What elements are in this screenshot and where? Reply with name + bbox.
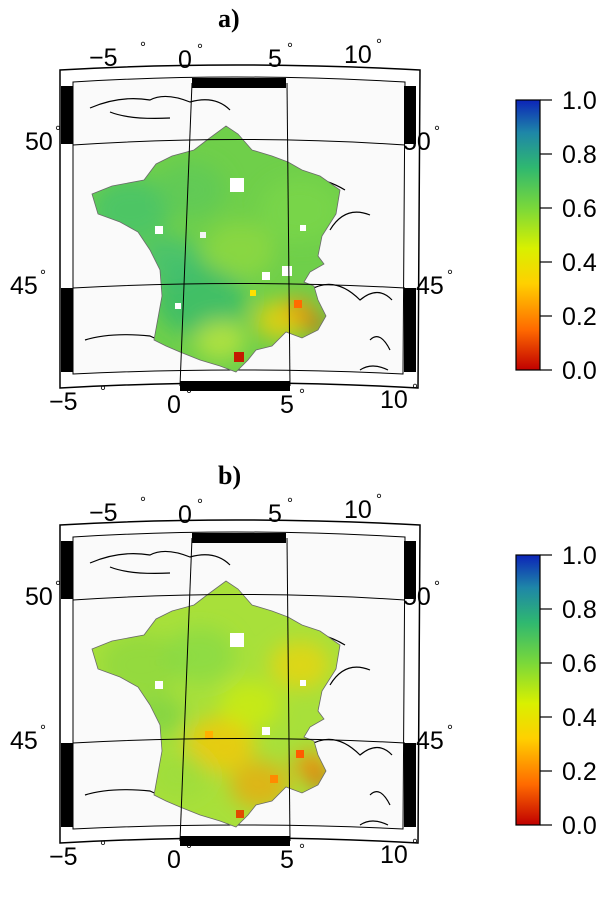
frame-segment [192, 533, 286, 543]
lon-labels-bottom: −5 ° 0 ° 5 ° 10 ° [49, 381, 418, 419]
svg-text:°: ° [376, 491, 382, 508]
svg-text:°: ° [140, 39, 146, 56]
frame-segment [180, 836, 290, 846]
lon-label: 10 [380, 386, 408, 414]
colorbar-tick-label: 0.8 [562, 141, 597, 169]
colorbar-tick-label: 0.2 [562, 758, 597, 786]
svg-text:°: ° [186, 386, 192, 403]
frame-segment [404, 288, 416, 372]
lon-labels-top: −5 ° 0 ° 5 ° 10 ° [89, 36, 382, 74]
lat-label: 45 [416, 272, 444, 300]
lon-label: −5 [49, 388, 78, 416]
svg-text:°: ° [100, 838, 106, 855]
colorbar-tick-label: 0.6 [562, 650, 597, 678]
colorbar-tick-label: 0.8 [562, 596, 597, 624]
panel-b: b) [10, 461, 597, 874]
lon-label: 0 [167, 391, 181, 419]
lon-label: 0 [178, 46, 192, 74]
france-field [91, 580, 341, 828]
colorbar-tick-label: 0.4 [562, 704, 597, 732]
colorbar: 1.0 0.8 0.6 0.4 0.2 0.0 [515, 542, 597, 840]
svg-text:°: ° [299, 841, 305, 858]
lon-label: 0 [167, 846, 181, 874]
frame-segment [61, 541, 73, 599]
lat-labels-left: 50 ° 45 ° [10, 578, 61, 755]
svg-text:°: ° [376, 36, 382, 53]
panel-label: a) [218, 4, 240, 33]
colorbar-tick-label: 1.0 [562, 542, 597, 570]
svg-text:°: ° [100, 383, 106, 400]
panel-label: b) [218, 461, 241, 490]
colorbar-tick-label: 0.0 [562, 812, 597, 840]
svg-text:°: ° [287, 40, 293, 57]
lon-labels-top: −5 ° 0 ° 5 ° 10 ° [89, 491, 382, 529]
frame-segment [61, 743, 73, 827]
frame-segment [404, 541, 416, 599]
lon-label: 5 [268, 500, 282, 528]
lat-label: 50 [403, 583, 431, 611]
lat-label: 50 [25, 583, 53, 611]
svg-text:°: ° [197, 41, 203, 58]
frame-segment [404, 86, 416, 144]
lat-labels-right: 50 ° 45 ° [403, 578, 453, 755]
lon-label: 10 [344, 496, 372, 524]
colorbar-tick-label: 0.2 [562, 303, 597, 331]
frame-segment [61, 288, 73, 372]
svg-text:°: ° [434, 123, 440, 140]
svg-text:°: ° [434, 578, 440, 595]
svg-text:°: ° [197, 496, 203, 513]
coastlines [84, 550, 393, 826]
lon-label: −5 [89, 499, 118, 527]
colorbar-tick-label: 1.0 [562, 87, 597, 115]
colorbar-tick-label: 0.0 [562, 357, 597, 385]
svg-text:°: ° [412, 836, 418, 853]
frame-segment [180, 381, 290, 391]
svg-text:°: ° [40, 267, 46, 284]
colorbar-tick-label: 0.6 [562, 195, 597, 223]
graticule [72, 82, 406, 387]
lat-label: 45 [10, 727, 38, 755]
lat-labels-right: 50 ° 45 ° [403, 123, 453, 300]
panel-a: a) [10, 4, 597, 419]
frame-segment [192, 78, 286, 88]
lat-label: 45 [10, 272, 38, 300]
svg-text:°: ° [140, 494, 146, 511]
lon-label: 5 [268, 45, 282, 73]
lon-label: 0 [178, 501, 192, 529]
lat-labels-left: 50 ° 45 ° [10, 123, 61, 300]
svg-text:°: ° [186, 841, 192, 858]
svg-text:°: ° [55, 123, 61, 140]
lon-labels-bottom: −5 ° 0 ° 5 ° 10 ° [49, 836, 418, 874]
svg-text:°: ° [55, 578, 61, 595]
lat-label: 50 [403, 128, 431, 156]
graticule [72, 537, 406, 842]
svg-text:°: ° [287, 495, 293, 512]
lon-label: 10 [380, 841, 408, 869]
lon-label: 10 [344, 41, 372, 69]
frame-segment [404, 743, 416, 827]
lon-label: −5 [49, 843, 78, 871]
colorbar: 1.0 0.8 0.6 0.4 0.2 0.0 [515, 87, 597, 385]
lat-label: 45 [416, 727, 444, 755]
svg-text:°: ° [40, 722, 46, 739]
colorbar-tick-label: 0.4 [562, 249, 597, 277]
svg-text:°: ° [447, 722, 453, 739]
lat-label: 50 [25, 128, 53, 156]
svg-text:°: ° [412, 381, 418, 398]
lon-label: 5 [280, 846, 294, 874]
frame-segment [61, 86, 73, 144]
lon-label: −5 [89, 44, 118, 72]
svg-text:°: ° [299, 386, 305, 403]
svg-text:°: ° [447, 267, 453, 284]
lon-label: 5 [280, 391, 294, 419]
